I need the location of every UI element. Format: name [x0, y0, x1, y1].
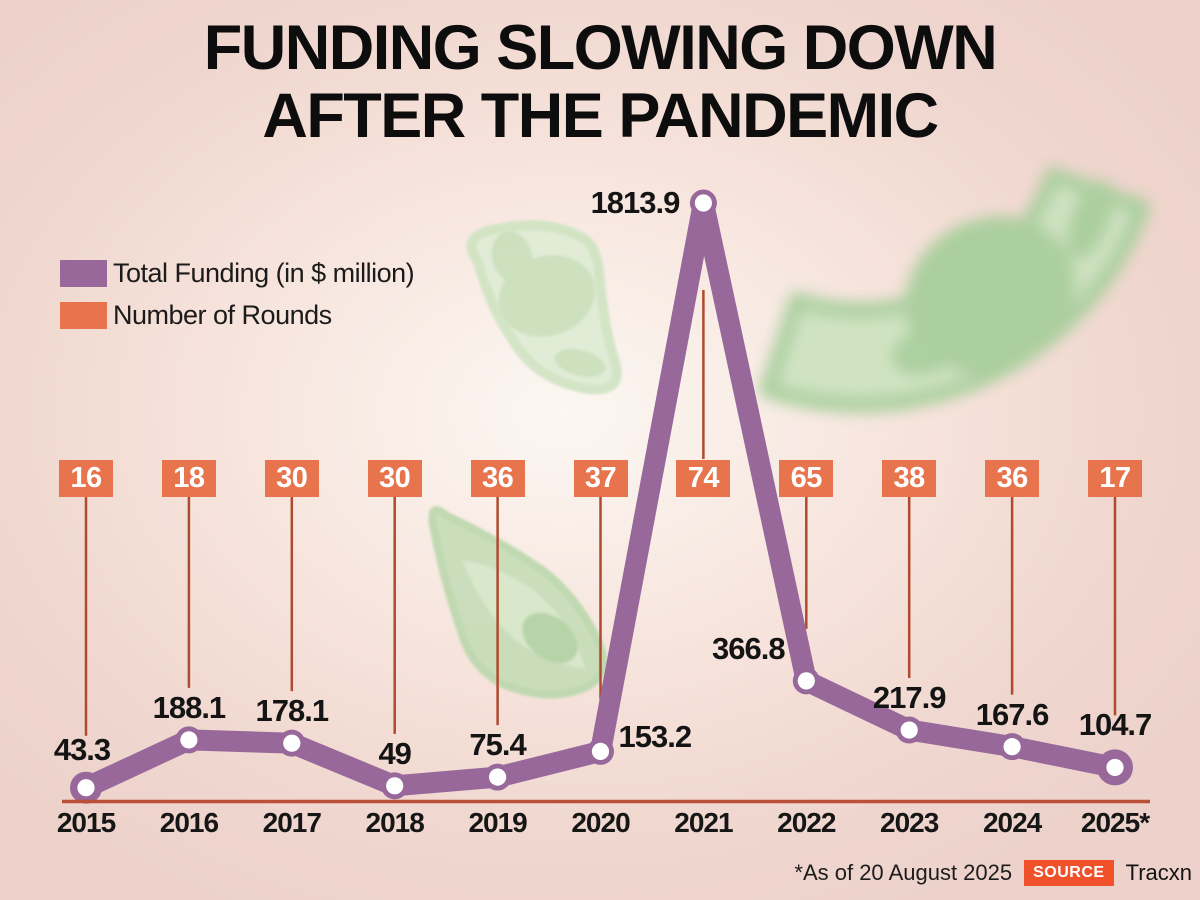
legend-item-rounds: Number of Rounds [60, 300, 414, 331]
source-name: Tracxn [1125, 860, 1192, 885]
data-point-dot [386, 777, 404, 795]
data-point-dot [797, 672, 815, 690]
source-badge: SOURCE [1024, 860, 1114, 886]
legend-label-rounds: Number of Rounds [113, 300, 332, 330]
footer: *As of 20 August 2025 SOURCE Tracxn [794, 860, 1192, 886]
chart-title-line1: FUNDING SLOWING DOWN [203, 13, 998, 83]
chart-title-line2: AFTER THE PANDEMIC [262, 81, 939, 151]
data-point-dot [1106, 758, 1124, 777]
data-point-dot [694, 194, 713, 212]
legend: Total Funding (in $ million) Number of R… [60, 258, 415, 342]
rounds-color-swatch [60, 302, 107, 329]
funding-color-swatch [60, 260, 107, 287]
data-point-dot [1003, 738, 1021, 756]
chart-title: FUNDING SLOWING DOWN AFTER THE PANDEMIC [0, 14, 1200, 150]
footnote: *As of 20 August 2025 [794, 860, 1013, 885]
data-point-dot [591, 742, 610, 761]
data-point-dot [489, 768, 507, 786]
legend-item-funding: Total Funding (in $ million) [60, 258, 415, 289]
data-point-dot [77, 779, 95, 797]
data-point-dot [900, 721, 918, 739]
data-point-dot [180, 731, 198, 749]
data-point-dot [283, 734, 301, 752]
legend-label-funding: Total Funding (in $ million) [113, 258, 415, 288]
